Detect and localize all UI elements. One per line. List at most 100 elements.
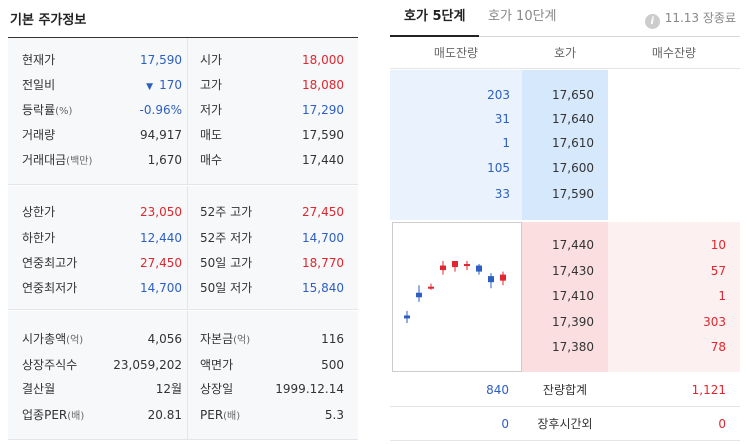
order-book-panel: 호가 5단계 호가 10단계 i 11.13 장종료 매도잔량 호가 매수잔량 2… <box>390 0 740 444</box>
info-label: 50일 저가 <box>200 276 252 300</box>
info-value: 18,080 <box>302 78 344 92</box>
candle-body <box>500 274 506 281</box>
total-sell-qty: 840 <box>486 383 509 397</box>
info-label: 하한가 <box>22 226 55 250</box>
buy-qty: 1 <box>718 289 726 303</box>
info-icon[interactable]: i <box>644 14 660 29</box>
buy-price: 17,440 <box>552 238 594 252</box>
info-label-text: 52주 고가 <box>200 205 253 219</box>
buy-qty: 303 <box>703 315 726 329</box>
mini-candle-chart <box>392 222 522 372</box>
total-remaining-row: 840 잔량합계 1,121 <box>390 373 740 407</box>
info-label: 시가 <box>200 48 222 72</box>
info-value-text: 14,700 <box>140 281 182 295</box>
total-remaining-label: 잔량합계 <box>542 383 588 397</box>
info-value-text: 23,059,202 <box>113 358 182 372</box>
buy-qty-row: 303 <box>608 310 740 334</box>
sell-price: 17,640 <box>552 112 594 126</box>
after-hours-sell-qty: 0 <box>501 417 509 431</box>
header-price: 호가 <box>522 37 608 69</box>
info-label-unit: (백만) <box>66 156 93 167</box>
info-value: 18,000 <box>302 53 344 67</box>
candle-body <box>476 265 482 272</box>
info-label-unit: (배) <box>223 411 241 422</box>
price-info-section: 현재가 17,590 시가 18,000 전일비 ▼ 170 고가 18,080 등락률(%) -0… <box>8 38 358 185</box>
info-row: 연중최저가 14,700 50일 저가 15,840 <box>8 276 358 300</box>
info-value: 27,450 <box>302 205 344 219</box>
after-hours-buy-qty: 0 <box>718 417 726 431</box>
info-label: 상한가 <box>22 200 55 224</box>
info-value: 23,050 <box>140 200 182 224</box>
info-value: 20.81 <box>148 403 182 427</box>
order-book-tabs: 호가 5단계 호가 10단계 i 11.13 장종료 <box>390 0 740 37</box>
info-label-unit: (억) <box>66 335 84 346</box>
tab-10-level[interactable]: 호가 10단계 <box>488 9 557 24</box>
buy-price-row: 17,390 <box>522 310 608 334</box>
candle-body <box>440 265 446 271</box>
info-label: 매수 <box>200 148 222 172</box>
info-label-unit: (%) <box>55 106 73 117</box>
candle-chart-svg <box>404 261 506 323</box>
info-value: 23,059,202 <box>113 353 182 377</box>
buy-qty: 78 <box>710 340 726 354</box>
sell-qty-row: 1 <box>390 131 522 155</box>
info-label-text: 결산월 <box>22 382 56 396</box>
buy-price: 17,390 <box>552 315 594 329</box>
info-label-unit: (억) <box>233 335 251 346</box>
info-value: 27,450 <box>140 251 182 275</box>
info-value-text: 4,056 <box>147 332 182 346</box>
info-label: 상장일 <box>200 377 233 401</box>
divider <box>187 38 188 184</box>
buy-price-row: 17,380 <box>522 335 608 359</box>
company-info-section: 시가총액(억) 4,056 자본금(억) 116 상장주식수 23,059,202 액면가 5… <box>8 311 358 440</box>
info-label-text: 52주 저가 <box>200 231 253 245</box>
tab-5-level[interactable]: 호가 5단계 <box>390 0 480 37</box>
info-value-text: 12월 <box>155 382 182 396</box>
info-label: 52주 고가 <box>200 200 252 224</box>
info-value: ▼ 170 <box>146 73 182 99</box>
divider <box>187 186 188 309</box>
info-label-text: 상한가 <box>22 205 56 219</box>
candle-body <box>416 292 422 298</box>
info-label: 상장주식수 <box>22 353 77 377</box>
info-label-text: 전일비 <box>22 78 56 92</box>
info-label: 거래대금(백만) <box>22 148 92 174</box>
info-label: 연중최고가 <box>22 251 77 275</box>
buy-qty: 57 <box>710 264 726 278</box>
buy-qty-column: 10 57 1 303 78 <box>608 222 740 372</box>
info-label: PER(배) <box>200 403 240 429</box>
info-label: 50일 고가 <box>200 251 252 275</box>
info-value: 12,440 <box>140 226 182 250</box>
info-label-text: 하한가 <box>22 231 56 245</box>
sell-price-row: 17,590 <box>522 182 608 206</box>
sell-qty: 105 <box>487 161 510 175</box>
sell-qty-column: 203 31 1 105 33 <box>390 70 522 220</box>
info-value: 17,590 <box>302 128 344 142</box>
info-label-text: 자본금 <box>200 332 234 346</box>
candle-body <box>428 286 434 289</box>
sell-price: 17,610 <box>552 136 594 150</box>
buy-price-row: 17,410 <box>522 284 608 308</box>
info-value: 17,440 <box>302 153 344 167</box>
info-row: 전일비 ▼ 170 고가 18,080 <box>8 73 358 97</box>
info-value: 17,290 <box>302 103 344 117</box>
info-value-text: 23,050 <box>140 205 182 219</box>
info-value-text: 1,670 <box>147 153 182 167</box>
info-row: 결산월 12월 상장일 1999.12.14 <box>8 377 358 401</box>
sell-price: 17,590 <box>552 187 594 201</box>
info-label-text: 시가 <box>200 53 223 67</box>
sell-price-row: 17,650 <box>522 83 608 107</box>
after-hours-label: 장후시간외 <box>537 417 593 431</box>
info-value-text: -0.96% <box>139 103 182 117</box>
info-label-text: 연중최저가 <box>22 281 78 295</box>
info-label: 매도 <box>200 123 222 147</box>
header-buy-qty: 매수잔량 <box>608 37 740 69</box>
info-label: 자본금(억) <box>200 327 250 353</box>
info-value-text: 94,917 <box>140 128 182 142</box>
info-value-text: 17,590 <box>140 53 182 67</box>
info-label-text: 거래대금 <box>22 153 67 167</box>
buy-price-row: 17,440 <box>522 233 608 257</box>
info-label-text: 상장주식수 <box>22 358 78 372</box>
info-label-text: 고가 <box>200 78 223 92</box>
down-arrow-icon: ▼ <box>146 82 154 92</box>
